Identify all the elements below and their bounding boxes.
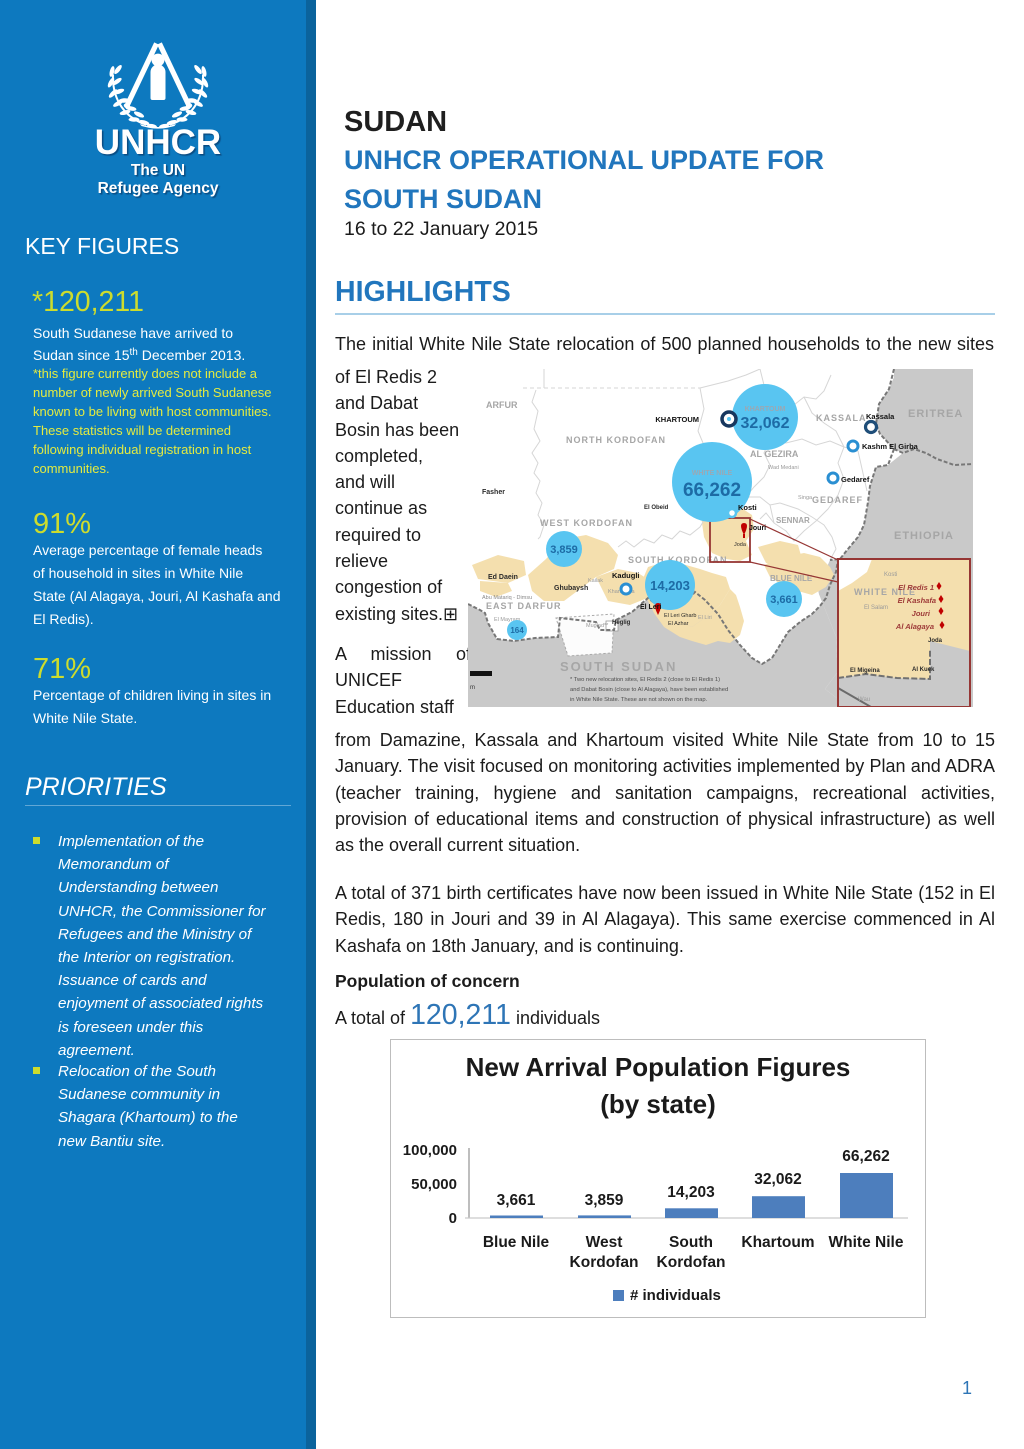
svg-text:EAST DARFUR: EAST DARFUR [486,601,562,611]
svg-text:El Azhar: El Azhar [668,621,689,627]
svg-text:South: South [669,1234,713,1251]
svg-text:14,203: 14,203 [667,1184,715,1201]
svg-text:El Redis 1: El Redis 1 [898,583,934,592]
svg-text:Jouri: Jouri [912,609,931,618]
svg-text:Kashm El Girba: Kashm El Girba [862,442,919,451]
svg-text:El Kashafa: El Kashafa [898,596,936,605]
svg-text:SOUTH KORDOFAN: SOUTH KORDOFAN [628,555,728,565]
svg-text:Jouri: Jouri [749,525,766,532]
svg-text:66,262: 66,262 [683,480,741,501]
svg-text:50,000: 50,000 [411,1176,457,1193]
svg-text:Kassala: Kassala [866,412,895,421]
svg-text:El Migeina: El Migeina [850,668,880,674]
svg-text:WHITE NILE: WHITE NILE [692,470,733,477]
svg-text:164: 164 [510,626,524,635]
svg-text:El Leri: El Leri [640,604,661,611]
svg-text:WEST KORDOFAN: WEST KORDOFAN [540,518,633,528]
svg-text:KASSALA: KASSALA [816,413,867,423]
svg-text:Singa: Singa [798,495,813,501]
svg-text:Ed Daein: Ed Daein [488,574,518,581]
svg-text:Wau: Wau [858,697,870,703]
svg-text:KHARTOUM: KHARTOUM [745,406,786,413]
svg-text:in White Nile State. These are: in White Nile State. These are not shown… [570,697,708,703]
svg-text:Kosti: Kosti [884,572,897,578]
svg-text:Wad Medani: Wad Medani [768,465,799,471]
svg-text:3,661: 3,661 [770,594,798,606]
svg-text:Heglig: Heglig [612,620,631,626]
svg-text:WHITE NILE: WHITE NILE [854,587,916,597]
svg-text:Kadugli: Kadugli [612,571,640,580]
svg-text:West: West [586,1234,623,1251]
svg-text:(by state): (by state) [600,1089,716,1119]
svg-text:SOUTH SUDAN: SOUTH SUDAN [560,659,677,674]
svg-text:El Mayram: El Mayram [494,617,521,623]
svg-text:Kordofan: Kordofan [570,1254,639,1271]
svg-text:Gedaref: Gedaref [841,475,870,484]
svg-text:Khartoum: Khartoum [741,1234,814,1251]
svg-text:GEDAREF: GEDAREF [812,495,863,505]
svg-text:Kailak: Kailak [588,578,603,584]
svg-text:ERITREA: ERITREA [908,408,963,420]
svg-text:3,661: 3,661 [497,1192,536,1209]
svg-text:Kordofan: Kordofan [657,1254,726,1271]
svg-text:El Obeid: El Obeid [644,505,669,511]
svg-text:0: 0 [449,1210,457,1227]
svg-text:* Two new relocation sites, El: * Two new relocation sites, El Redis 2 (… [570,677,720,683]
svg-text:El Liri: El Liri [698,615,712,621]
svg-text:Al Alagaya: Al Alagaya [895,622,934,631]
svg-text:El Salam: El Salam [864,605,888,611]
svg-text:Fasher: Fasher [482,489,505,496]
svg-text:ETHIOPIA: ETHIOPIA [894,530,954,542]
svg-text:Ghubaysh: Ghubaysh [554,585,588,592]
svg-text:66,262: 66,262 [842,1148,889,1165]
svg-text:Joda: Joda [928,638,943,644]
svg-text:32,062: 32,062 [741,415,790,432]
svg-text:m: m [470,685,475,691]
svg-text:100,000: 100,000 [403,1142,457,1159]
svg-text:BLUE NILE: BLUE NILE [770,574,813,583]
svg-text:Muglad**: Muglad** [586,623,609,629]
svg-text:KHARTOUM: KHARTOUM [655,415,699,424]
svg-text:ARFUR: ARFUR [486,400,518,410]
svg-text:SENNAR: SENNAR [776,516,810,525]
svg-text:# individuals: # individuals [630,1287,721,1304]
svg-text:New Arrival Population Figures: New Arrival Population Figures [466,1052,851,1082]
svg-text:White Nile: White Nile [829,1234,904,1251]
svg-text:El Leri Gharb: El Leri Gharb [664,613,696,619]
svg-text:3,859: 3,859 [585,1192,624,1209]
svg-text:14,203: 14,203 [650,578,690,593]
svg-text:Al Kuek: Al Kuek [912,667,935,673]
svg-text:32,062: 32,062 [754,1171,801,1188]
svg-text:NORTH KORDOFAN: NORTH KORDOFAN [566,435,666,445]
svg-text:Kosti: Kosti [738,503,757,512]
svg-text:AL GEZIRA: AL GEZIRA [750,449,799,459]
svg-text:Joda: Joda [734,542,747,548]
svg-text:Blue Nile: Blue Nile [483,1234,550,1251]
svg-text:Abu Matariq - Dimsu: Abu Matariq - Dimsu [482,595,532,601]
svg-text:3,859: 3,859 [550,544,578,556]
svg-text:and Dabat Bosin (close to Al A: and Dabat Bosin (close to Al Alagaya), h… [570,687,728,693]
